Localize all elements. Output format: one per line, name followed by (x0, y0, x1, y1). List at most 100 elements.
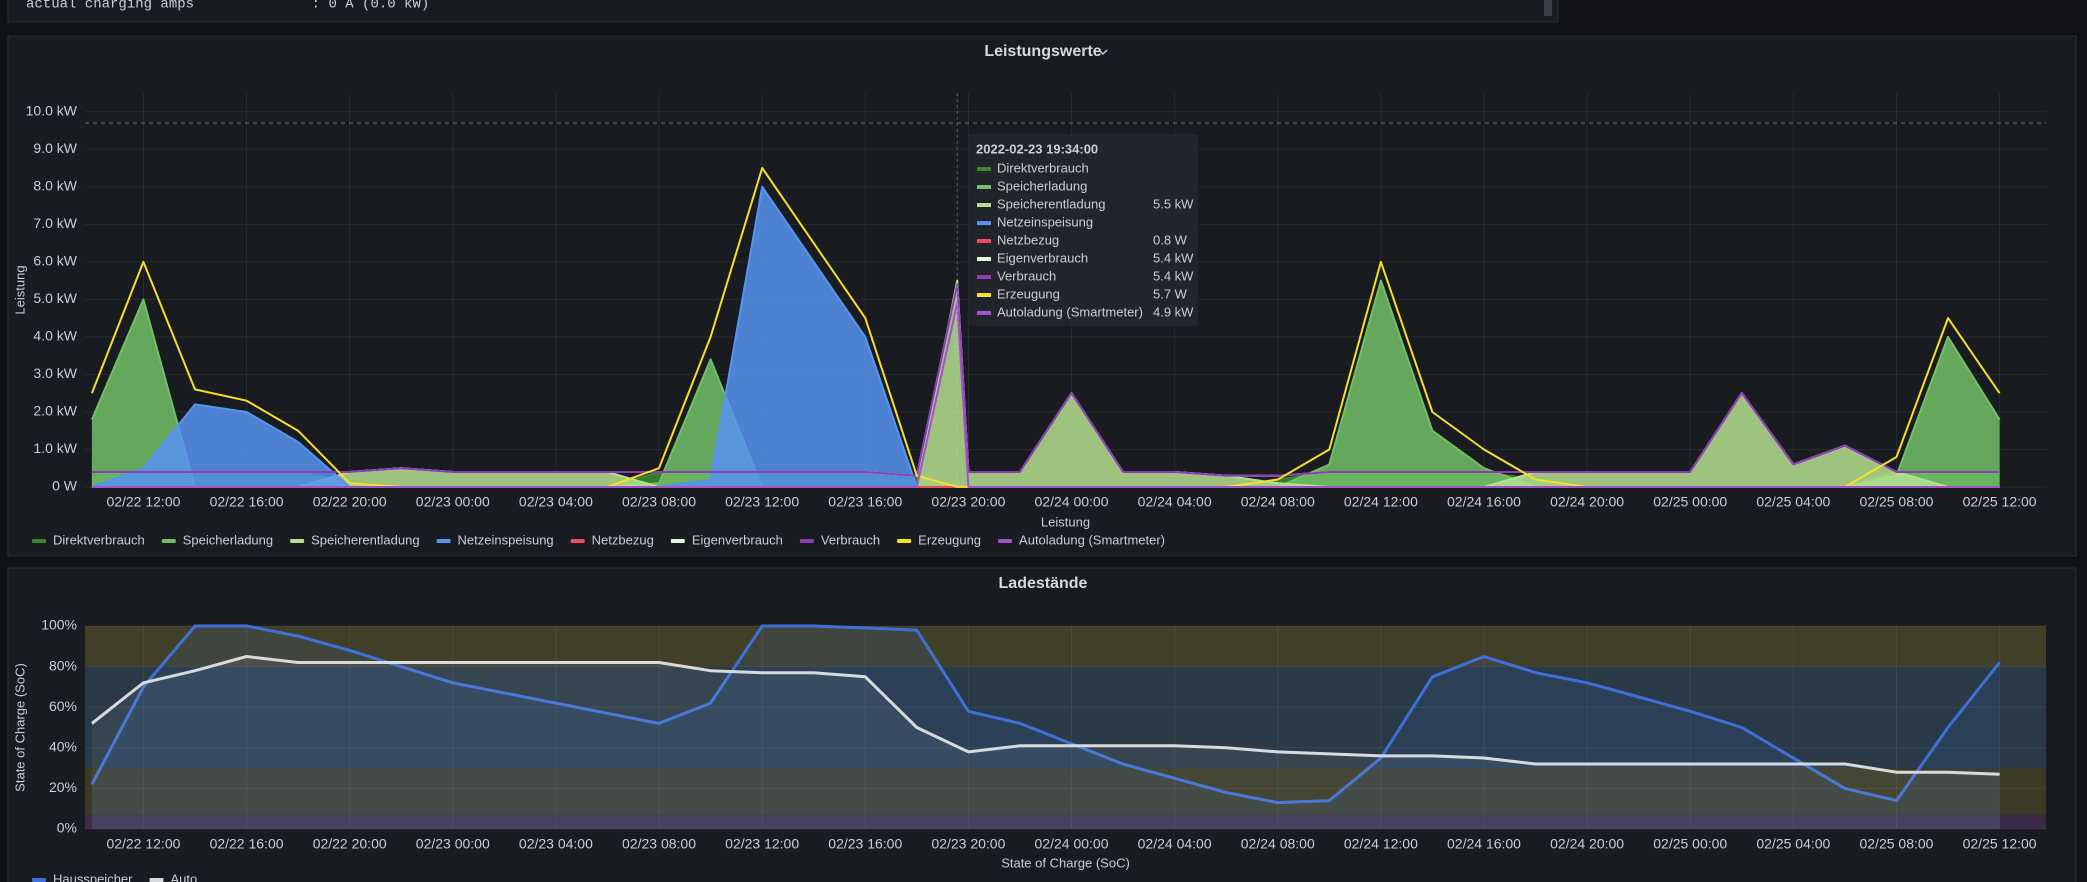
line (91, 302, 2000, 488)
tooltip-name: Netzeinspeisung (997, 214, 1093, 229)
x-tick-label: 02/22 16:00 (210, 494, 284, 510)
y-tick-label: 40% (49, 739, 77, 755)
x-tick-label: 02/23 16:00 (828, 494, 902, 510)
x-tick-label: 02/22 20:00 (313, 836, 387, 852)
threshold-band (85, 814, 2046, 829)
tooltip-name: Verbrauch (997, 268, 1056, 283)
line (90, 655, 2000, 776)
tooltip-swatch (977, 311, 991, 315)
y-tick-label: 9.0 kW (33, 140, 77, 156)
tooltip-swatch (977, 257, 991, 261)
tooltip-value: 5.4 kW (1153, 250, 1194, 265)
tooltip-value: 5.7 W (1153, 286, 1188, 301)
x-tick-label: 02/24 00:00 (1035, 494, 1109, 510)
threshold-band (85, 768, 2046, 815)
x-tick-label: 02/24 12:00 (1344, 836, 1418, 852)
tooltip-name: Speicherentladung (997, 196, 1105, 211)
y-tick-label: 5.0 kW (33, 290, 77, 306)
x-tick-label: 02/25 08:00 (1859, 494, 1933, 510)
tooltip-swatch (977, 203, 991, 207)
legend-label: Autoladung (Smartmeter) (1019, 532, 1165, 547)
panel-title: Leistungswerte (984, 43, 1101, 60)
area (91, 280, 2000, 487)
legend-swatch (998, 539, 1013, 543)
y-tick-label: 6.0 kW (33, 253, 77, 269)
menu-chevron[interactable] (1098, 49, 1108, 56)
x-tick-label: 02/24 16:00 (1447, 836, 1521, 852)
x-tick-label: 02/24 08:00 (1241, 836, 1315, 852)
x-tick-label: 02/23 12:00 (725, 836, 799, 852)
tooltip (969, 134, 1198, 326)
x-tick-label: 02/22 20:00 (313, 494, 387, 510)
y-tick-label: 100% (41, 617, 77, 633)
tooltip-value: 5.5 kW (1153, 196, 1194, 211)
y-tick-label: 1.0 kW (33, 440, 77, 456)
legend-swatch (161, 539, 176, 543)
legend-swatch (436, 539, 451, 543)
x-tick-label: 02/22 16:00 (210, 836, 284, 852)
legend-swatch (897, 539, 912, 543)
x-tick-label: 02/25 00:00 (1653, 836, 1727, 852)
tooltip-value: 4.9 kW (1153, 304, 1194, 319)
area (91, 656, 2000, 829)
legend-label: Speicherladung (183, 532, 273, 547)
x-tick-label: 02/23 20:00 (931, 494, 1005, 510)
legend-label: Hausspeicher (53, 871, 133, 882)
x-tick-label: 02/23 16:00 (828, 836, 902, 852)
tooltip-name: Direktverbrauch (997, 160, 1089, 175)
line (90, 624, 2001, 805)
x-tick-label: 02/25 04:00 (1756, 836, 1830, 852)
y-axis-label: Leistung (12, 265, 27, 314)
tooltip-value: 0.8 W (1153, 232, 1188, 247)
x-tick-label: 02/25 00:00 (1653, 494, 1727, 510)
area (91, 186, 2000, 488)
y-tick-label: 20% (49, 779, 77, 795)
tooltip-swatch (977, 275, 991, 279)
x-tick-label: 02/22 12:00 (106, 494, 180, 510)
x-tick-label: 02/25 04:00 (1756, 494, 1830, 510)
x-tick-label: 02/25 12:00 (1963, 836, 2037, 852)
tooltip-swatch (977, 293, 991, 297)
x-tick-label: 02/23 08:00 (622, 836, 696, 852)
x-tick-label: 02/24 00:00 (1035, 836, 1109, 852)
y-tick-label: 7.0 kW (33, 215, 77, 231)
legend-swatch (570, 539, 585, 543)
panel-title: Ladestände (999, 575, 1088, 592)
x-tick-label: 02/23 00:00 (416, 494, 490, 510)
x-tick-label: 02/23 08:00 (622, 494, 696, 510)
x-tick-label: 02/23 12:00 (725, 494, 799, 510)
x-tick-label: 02/24 16:00 (1447, 494, 1521, 510)
legend-label: Eigenverbrauch (692, 532, 783, 547)
tooltip-name: Netzbezug (997, 232, 1059, 247)
legend-label: Netzbezug (592, 532, 654, 547)
text-panel (7, 0, 1559, 23)
threshold-band (85, 666, 2046, 769)
tooltip-swatch (977, 185, 991, 189)
legend-label: Netzeinspeisung (458, 532, 554, 547)
y-tick-label: 3.0 kW (33, 365, 77, 381)
legend-swatch (149, 878, 164, 882)
x-tick-label: 02/25 12:00 (1963, 494, 2037, 510)
legend-swatch (290, 539, 305, 543)
y-tick-label: 8.0 kW (33, 178, 77, 194)
threshold-band (85, 626, 2046, 667)
legend-label: Speicherentladung (311, 532, 419, 547)
tooltip-name: Eigenverbrauch (997, 250, 1088, 265)
x-tick-label: 02/25 08:00 (1859, 836, 1933, 852)
legend-swatch (799, 539, 814, 543)
legend-label: Verbrauch (821, 532, 880, 547)
x-tick-label: 02/24 20:00 (1550, 494, 1624, 510)
x-tick-label: 02/24 04:00 (1138, 494, 1212, 510)
area (91, 626, 2000, 829)
y-tick-label: 60% (49, 698, 77, 714)
x-tick-label: 02/23 00:00 (416, 836, 490, 852)
tooltip-name: Speicherladung (997, 178, 1087, 193)
y-axis-label: State of Charge (SoC) (12, 663, 27, 792)
x-tick-label: 02/24 08:00 (1241, 494, 1315, 510)
legend-label: Direktverbrauch (53, 532, 145, 547)
x-axis-label: Leistung (1041, 514, 1090, 529)
legend-label: Erzeugung (918, 532, 981, 547)
tooltip-name: Erzeugung (997, 286, 1060, 301)
tooltip-swatch (977, 221, 991, 225)
y-tick-label: 0% (57, 820, 77, 836)
